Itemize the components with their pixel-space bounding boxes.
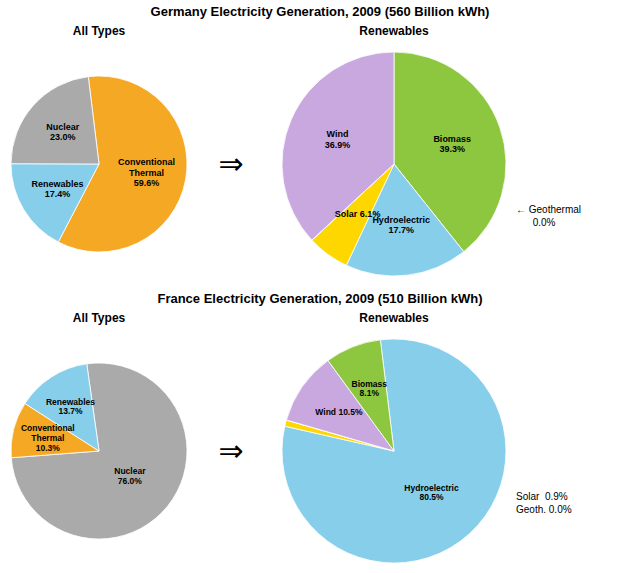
html-text:← Geothermal 0.0%: ← Geothermal 0.0%: [516, 204, 581, 229]
html-text:France Electricity Generation,: France Electricity Generation, 2009 (510…: [157, 291, 483, 306]
html-text:Renewables: Renewables: [359, 311, 429, 325]
html-text:All Types: All Types: [72, 24, 126, 38]
html-text:Solar 0.9% Geoth. 0.0%: Solar 0.9% Geoth. 0.0%: [516, 491, 572, 516]
svg-text:Renewables13.7%: Renewables13.7%: [46, 397, 95, 417]
svg-text:Hydroelectric17.7%: Hydroelectric17.7%: [372, 215, 430, 235]
svg-text:Wind 10.5%: Wind 10.5%: [315, 407, 363, 417]
svg-text:Biomass8.1%: Biomass8.1%: [352, 379, 388, 399]
html-text:All Types: All Types: [72, 311, 126, 325]
svg-text:Hydroelectric80.5%: Hydroelectric80.5%: [404, 483, 459, 503]
html-text:Renewables: Renewables: [359, 24, 429, 38]
html-text:Germany Electricity Generation: Germany Electricity Generation, 2009 (56…: [150, 4, 490, 19]
svg-text:ConventionalThermal10.3%: ConventionalThermal10.3%: [21, 423, 75, 453]
svg-text:ConventionalThermal59.6%: ConventionalThermal59.6%: [118, 157, 175, 188]
svg-text:Solar 6.1%: Solar 6.1%: [335, 209, 381, 219]
svg-text:Biomass39.3%: Biomass39.3%: [433, 134, 471, 154]
svg-text:Renewables17.4%: Renewables17.4%: [32, 179, 84, 199]
svg-text:Nuclear23.0%: Nuclear23.0%: [46, 122, 80, 142]
svg-text:Nuclear76.0%: Nuclear76.0%: [114, 466, 146, 486]
svg-text:Wind36.9%: Wind36.9%: [325, 129, 351, 149]
